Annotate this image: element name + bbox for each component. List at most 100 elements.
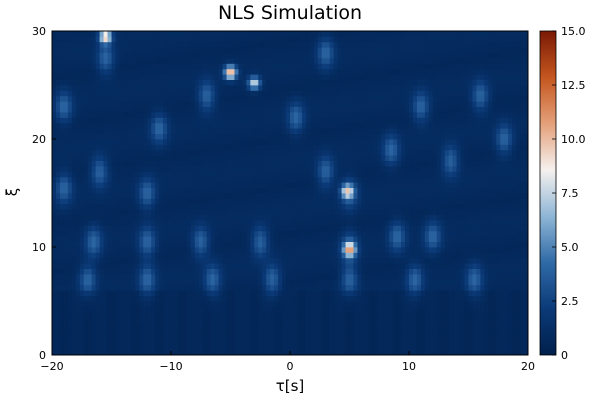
heatmap-cell bbox=[202, 176, 208, 183]
heatmap-cell bbox=[377, 344, 382, 350]
heatmap-cell bbox=[135, 160, 140, 167]
heatmap-cell bbox=[508, 349, 513, 355]
heatmap-cell bbox=[389, 274, 394, 280]
heatmap-cell bbox=[472, 198, 477, 205]
heatmap-cell bbox=[401, 144, 406, 151]
heatmap-cell bbox=[504, 241, 509, 248]
heatmap-cell bbox=[202, 301, 208, 307]
heatmap-cell bbox=[317, 230, 323, 237]
heatmap-cell bbox=[210, 290, 216, 296]
heatmap-cell bbox=[397, 257, 402, 264]
heatmap-cell bbox=[512, 193, 517, 199]
heatmap-cell bbox=[238, 209, 243, 215]
heatmap-cell bbox=[91, 187, 97, 194]
heatmap-cell bbox=[55, 257, 61, 264]
heatmap-cell bbox=[282, 220, 287, 226]
heatmap-cell bbox=[508, 160, 513, 167]
heatmap-cell bbox=[448, 160, 454, 167]
heatmap-cell bbox=[385, 166, 390, 172]
heatmap-cell bbox=[103, 306, 108, 313]
heatmap-cell bbox=[389, 236, 394, 242]
heatmap-cell bbox=[254, 349, 259, 355]
heatmap-cell bbox=[508, 295, 513, 302]
heatmap-cell bbox=[428, 252, 434, 259]
heatmap-cell bbox=[270, 171, 275, 178]
heatmap-cell bbox=[508, 133, 513, 140]
heatmap-cell bbox=[333, 230, 338, 237]
heatmap-cell bbox=[305, 133, 311, 140]
heatmap-cell bbox=[313, 257, 319, 264]
heatmap-cell bbox=[337, 268, 342, 275]
heatmap-cell bbox=[139, 139, 144, 145]
heatmap-cell bbox=[345, 203, 350, 210]
heatmap-cell bbox=[297, 311, 303, 318]
heatmap-cell bbox=[460, 311, 465, 318]
heatmap-cell bbox=[452, 328, 457, 334]
heatmap-cell bbox=[440, 349, 446, 355]
heatmap-cell bbox=[325, 155, 331, 161]
heatmap-cell bbox=[107, 144, 112, 151]
heatmap-cell bbox=[401, 171, 406, 178]
heatmap-cell bbox=[163, 144, 168, 151]
heatmap-cell bbox=[373, 274, 378, 280]
heatmap-cell bbox=[59, 349, 65, 355]
heatmap-cell bbox=[107, 290, 112, 296]
heatmap-cell bbox=[59, 317, 65, 323]
heatmap-cell bbox=[135, 220, 140, 226]
heatmap-cell bbox=[452, 176, 457, 183]
heatmap-cell bbox=[309, 230, 315, 237]
heatmap-cell bbox=[135, 284, 140, 291]
heatmap-cell bbox=[59, 306, 65, 313]
heatmap-cell bbox=[222, 236, 227, 242]
heatmap-cell bbox=[115, 338, 120, 345]
heatmap-cell bbox=[373, 139, 378, 145]
heatmap-cell bbox=[496, 139, 501, 145]
heatmap-cell bbox=[329, 160, 335, 167]
heatmap-cell bbox=[127, 144, 132, 151]
heatmap-cell bbox=[317, 349, 323, 355]
heatmap-cell bbox=[171, 225, 176, 232]
heatmap-cell bbox=[266, 306, 271, 313]
heatmap-cell bbox=[190, 133, 196, 140]
heatmap-cell bbox=[472, 328, 477, 334]
heatmap-cell bbox=[361, 182, 366, 188]
heatmap-cell bbox=[520, 182, 525, 188]
heatmap-cell bbox=[186, 187, 192, 194]
heatmap-cell bbox=[115, 322, 120, 329]
heatmap-cell bbox=[385, 139, 390, 145]
heatmap-cell bbox=[167, 182, 172, 188]
heatmap-cell bbox=[194, 284, 200, 291]
heatmap-cell bbox=[286, 160, 291, 167]
heatmap-cell bbox=[250, 247, 255, 253]
heatmap-cell bbox=[357, 230, 362, 237]
heatmap-cell bbox=[103, 182, 108, 188]
heatmap-cell bbox=[178, 171, 184, 178]
heatmap-cell bbox=[405, 133, 410, 140]
heatmap-cell bbox=[393, 252, 398, 259]
heatmap-cell bbox=[103, 139, 108, 145]
heatmap-cell bbox=[131, 241, 136, 248]
heatmap-cell bbox=[286, 333, 291, 340]
heatmap-cell bbox=[131, 209, 136, 215]
heatmap-cell bbox=[456, 176, 461, 183]
heatmap-cell bbox=[424, 279, 430, 286]
heatmap-cell bbox=[282, 236, 287, 242]
heatmap-cell bbox=[440, 311, 446, 318]
heatmap-cell bbox=[274, 290, 279, 296]
heatmap-cell bbox=[75, 247, 81, 253]
heatmap-cell bbox=[405, 139, 410, 145]
heatmap-cell bbox=[385, 279, 390, 286]
heatmap-cell bbox=[385, 214, 390, 221]
heatmap-cell bbox=[305, 295, 311, 302]
heatmap-cell bbox=[401, 241, 406, 248]
heatmap-cell bbox=[309, 160, 315, 167]
heatmap-cell bbox=[131, 252, 136, 259]
heatmap-cell bbox=[238, 160, 243, 167]
heatmap-cell bbox=[178, 263, 184, 269]
heatmap-cell bbox=[448, 193, 454, 199]
heatmap-cell bbox=[171, 139, 176, 145]
heatmap-cell bbox=[115, 252, 120, 259]
heatmap-cell bbox=[444, 295, 450, 302]
heatmap-cell bbox=[337, 290, 342, 296]
heatmap-cell bbox=[270, 311, 275, 318]
